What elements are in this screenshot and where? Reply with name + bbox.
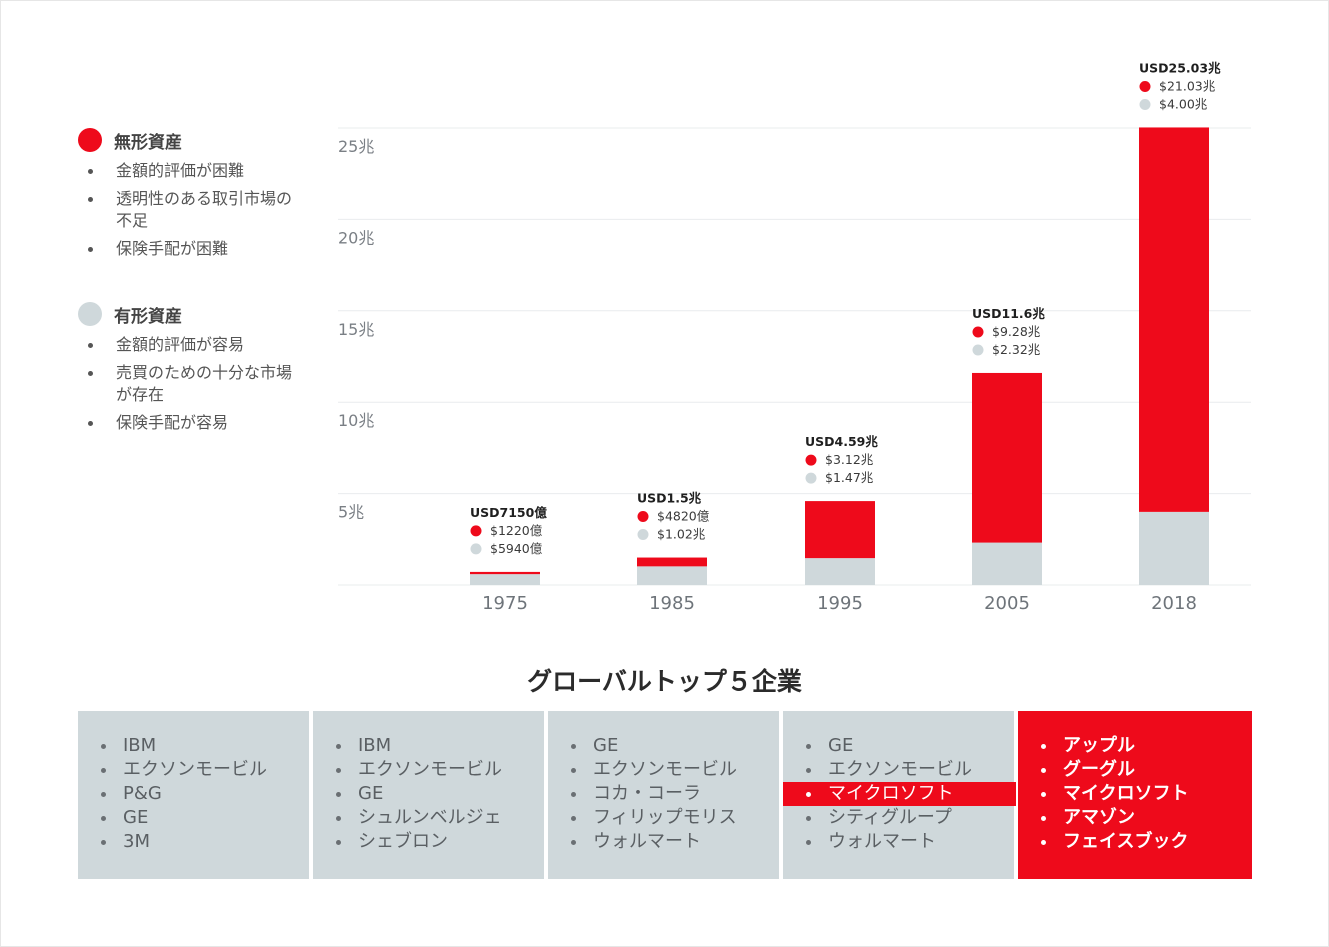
data-label-total: USD7150億 (470, 505, 547, 520)
intangible-dot-icon (972, 326, 984, 338)
company-item: マイクロソフト (1018, 782, 1252, 806)
companies-col-2005: GE エクソンモービル マイクロソフト シティグループ ウォルマート (783, 711, 1016, 879)
company-item: GE (78, 806, 309, 830)
bar-intangible (972, 372, 1042, 543)
intangible-dot-icon (637, 511, 649, 523)
bar-tangible (972, 542, 1042, 585)
company-item: エクソンモービル (783, 758, 1014, 782)
companies-title: グローバルトップ５企業 (527, 667, 802, 696)
y-tick-label: 5兆 (338, 503, 364, 522)
company-item: アマゾン (1018, 806, 1252, 830)
companies-table: IBM エクソンモービル P&G GE 3M IBM エクソンモービル GE シ… (78, 711, 1252, 879)
company-item: IBM (313, 734, 544, 758)
company-list: IBM エクソンモービル GE シュルンベルジェ シェブロン (313, 711, 544, 854)
company-list: GE エクソンモービル マイクロソフト シティグループ ウォルマート (783, 711, 1016, 854)
y-tick-label: 20兆 (338, 228, 374, 247)
x-tick-label: 2005 (984, 593, 1030, 614)
company-item: GE (313, 782, 544, 806)
data-label-total: USD25.03兆 (1139, 60, 1221, 75)
tangible-dot-icon (637, 529, 649, 541)
tangible-dot-icon (805, 472, 817, 484)
data-label-total: USD11.6兆 (972, 306, 1045, 321)
company-list: GE エクソンモービル コカ・コーラ フィリップモリス ウォルマート (548, 711, 779, 854)
tangible-dot-icon (972, 344, 984, 356)
company-item: 3M (78, 830, 309, 854)
tangible-dot-icon (470, 543, 482, 555)
company-item: シュルンベルジェ (313, 806, 544, 830)
company-item-highlighted: マイクロソフト (783, 782, 1016, 806)
legend-item: 透明性のある取引市場の不足 (78, 188, 306, 232)
data-label-intangible: $3.12兆 (825, 452, 874, 467)
data-label-total: USD1.5兆 (637, 491, 702, 506)
x-tick-label: 2018 (1151, 593, 1197, 614)
company-item: P&G (78, 782, 309, 806)
company-list: アップル グーグル マイクロソフト アマゾン フェイスブック (1018, 711, 1252, 854)
x-tick-label: 1985 (649, 593, 695, 614)
intangible-dot-icon (470, 525, 482, 537)
companies-col-1995: GE エクソンモービル コカ・コーラ フィリップモリス ウォルマート (548, 711, 779, 879)
y-tick-label: 15兆 (338, 320, 374, 339)
data-label-tangible: $1.47兆 (825, 470, 874, 485)
stacked-bar-chart: 5兆 10兆 15兆 20兆 25兆 1975 USD7150億 $1220億 $5940億 19… (338, 60, 1251, 614)
companies-col-1985: IBM エクソンモービル GE シュルンベルジェ シェブロン (313, 711, 544, 879)
data-label-total: USD4.59兆 (805, 434, 878, 449)
legend-intangible: 無形資産 金額的評価が困難 透明性のある取引市場の不足 保険手配が困難 (78, 126, 306, 266)
x-tick-label: 1975 (482, 593, 528, 614)
data-label-tangible: $1.02兆 (657, 527, 706, 542)
bar-tangible (805, 558, 875, 585)
company-item: ウォルマート (783, 830, 1014, 854)
legend-item: 保険手配が容易 (78, 412, 306, 434)
data-label-tangible: $5940億 (490, 541, 543, 556)
bar-intangible (637, 557, 707, 567)
bar-tangible (470, 574, 540, 585)
legend-item: 金額的評価が困難 (78, 160, 306, 182)
x-tick-label: 1995 (817, 593, 863, 614)
legend-item: 売買のための十分な市場が存在 (78, 362, 306, 406)
data-label-intangible: $21.03兆 (1159, 78, 1216, 93)
bar-intangible (470, 571, 540, 575)
company-item: グーグル (1018, 758, 1252, 782)
bar-tangible (637, 566, 707, 585)
data-label-tangible: $2.32兆 (992, 342, 1041, 357)
intangible-dot-icon (1139, 80, 1151, 92)
company-item: フィリップモリス (548, 806, 779, 830)
company-item: フェイスブック (1018, 830, 1252, 854)
legend-item: 金額的評価が容易 (78, 334, 306, 356)
intangible-dot-icon (78, 128, 102, 152)
data-label-intangible: $1220億 (490, 523, 543, 538)
legend-intangible-title: 無形資産 (114, 132, 182, 153)
bar-intangible (1139, 127, 1209, 512)
y-tick-label: 25兆 (338, 137, 374, 156)
data-label-tangible: $4.00兆 (1159, 96, 1208, 111)
intangible-dot-icon (805, 454, 817, 466)
company-list: IBM エクソンモービル P&G GE 3M (78, 711, 309, 854)
legend-tangible: 有形資産 金額的評価が容易 売買のための十分な市場が存在 保険手配が容易 (78, 300, 306, 440)
legend-item: 保険手配が困難 (78, 238, 306, 260)
company-item: コカ・コーラ (548, 782, 779, 806)
companies-col-2018: アップル グーグル マイクロソフト アマゾン フェイスブック (1018, 711, 1252, 879)
legend-intangible-list: 金額的評価が困難 透明性のある取引市場の不足 保険手配が困難 (78, 160, 306, 260)
company-item: エクソンモービル (313, 758, 544, 782)
tangible-dot-icon (1139, 98, 1151, 110)
data-label-intangible: $9.28兆 (992, 324, 1041, 339)
company-item: GE (783, 734, 1014, 758)
legend-tangible-list: 金額的評価が容易 売買のための十分な市場が存在 保険手配が容易 (78, 334, 306, 434)
company-item: シェブロン (313, 830, 544, 854)
tangible-dot-icon (78, 302, 102, 326)
company-item: シティグループ (783, 806, 1014, 830)
companies-col-1975: IBM エクソンモービル P&G GE 3M (78, 711, 309, 879)
bar-intangible (805, 501, 875, 559)
company-item: アップル (1018, 734, 1252, 758)
y-tick-label: 10兆 (338, 411, 374, 430)
company-item: IBM (78, 734, 309, 758)
data-label-intangible: $4820億 (657, 509, 710, 524)
company-item: エクソンモービル (548, 758, 779, 782)
bar-tangible (1139, 511, 1209, 585)
company-item: エクソンモービル (78, 758, 309, 782)
company-item: GE (548, 734, 779, 758)
company-item: ウォルマート (548, 830, 779, 854)
legend-tangible-title: 有形資産 (114, 306, 182, 327)
